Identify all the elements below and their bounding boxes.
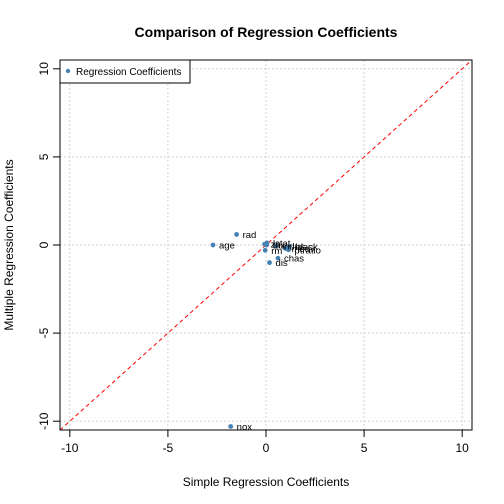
x-tick-label: 10 [456, 441, 470, 455]
point-label: rad [243, 230, 257, 241]
point-label: lstat [273, 238, 291, 249]
point-label: rm [271, 246, 282, 257]
point-label: dis [276, 258, 288, 269]
x-axis-label: Simple Regression Coefficients [183, 475, 350, 489]
y-tick-label: -10 [37, 412, 51, 430]
data-point [275, 255, 281, 261]
x-axis-ticks: -10 -5 0 5 10 [61, 430, 469, 455]
point-label: age [219, 241, 235, 252]
grid [60, 60, 472, 430]
data-point [264, 240, 270, 246]
y-tick-label: 5 [37, 153, 51, 160]
point-label: nox [237, 422, 253, 433]
legend-marker [65, 68, 71, 74]
point-label: ptratio [295, 245, 321, 256]
point-label: medv [292, 244, 315, 255]
legend-label: Regression Coefficients [76, 67, 181, 78]
data-point [234, 232, 239, 237]
x-tick-label: -10 [61, 441, 79, 455]
legend: Regression Coefficients [59, 59, 191, 84]
data-point [228, 424, 234, 429]
y-tick-label: 0 [37, 241, 51, 248]
x-tick-label: -5 [163, 441, 174, 455]
y-axis-ticks: -10 -5 0 5 10 [37, 62, 60, 430]
legend-box [59, 59, 191, 84]
data-point [273, 243, 279, 249]
point-label: indus [282, 242, 305, 253]
point-label: zn [271, 240, 281, 251]
y-tick-label: 10 [37, 62, 51, 76]
y-axis-label: Multiple Regression Coefficients [2, 159, 16, 330]
point-label: tax [273, 241, 286, 252]
point-label: black [296, 242, 318, 253]
data-point [262, 247, 268, 253]
chart-title: Comparison of Regression Coefficients [135, 24, 398, 40]
point-label: chas [284, 254, 304, 265]
data-points [210, 232, 292, 429]
y-tick-label: -5 [37, 327, 51, 338]
x-tick-label: 0 [263, 441, 270, 455]
data-point [287, 244, 292, 249]
data-point [267, 260, 272, 266]
data-point [283, 246, 289, 251]
data-point [210, 242, 216, 248]
x-tick-label: 5 [361, 441, 368, 455]
